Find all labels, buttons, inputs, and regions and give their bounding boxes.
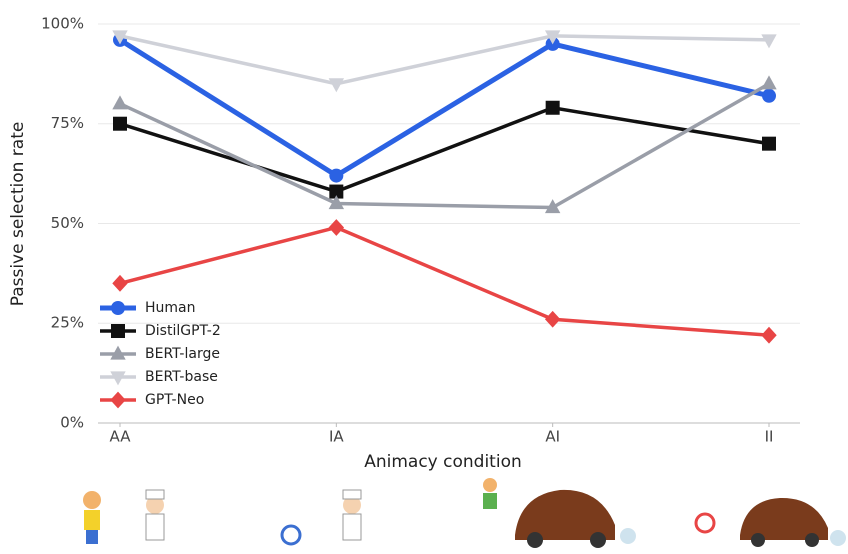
illustrations [83, 478, 846, 548]
legend-label: GPT-Neo [145, 392, 204, 408]
x-tick-label: IA [329, 428, 344, 446]
legend-label: BERT-large [145, 346, 220, 362]
legend-marker [111, 301, 125, 315]
y-axis-title: Passive selection rate [8, 122, 28, 307]
illustration-ai [483, 478, 636, 548]
legend-label: DistilGPT-2 [145, 323, 221, 339]
x-tick-label: II [765, 428, 774, 446]
data-point [112, 95, 127, 109]
legend-marker [110, 392, 125, 409]
data-point [762, 89, 776, 103]
legend-label: BERT-base [145, 369, 218, 385]
data-point [329, 169, 343, 183]
y-tick-label: 100% [41, 14, 84, 32]
y-tick-label: 25% [51, 314, 84, 332]
data-point [112, 275, 127, 292]
illustration-ii [696, 498, 846, 547]
legend-marker [111, 324, 125, 338]
y-tick-label: 0% [60, 414, 84, 432]
data-point [545, 311, 560, 328]
chart: Animacy condition Passive selection rate… [0, 0, 848, 554]
data-point [762, 137, 776, 151]
illustration-ia [282, 490, 361, 544]
x-tick-label: AA [110, 428, 132, 446]
data-point [546, 101, 560, 115]
y-tick-label: 50% [51, 214, 84, 232]
series-line [120, 36, 769, 84]
data-point [761, 75, 776, 89]
illustration-aa [83, 490, 164, 544]
data-point [113, 117, 127, 131]
data-point [329, 78, 344, 92]
x-tick-label: AI [545, 428, 560, 446]
data-point [329, 219, 344, 236]
y-tick-label: 75% [51, 114, 84, 132]
legend-label: Human [145, 300, 196, 316]
x-axis-title: Animacy condition [364, 452, 522, 472]
data-point [761, 327, 776, 344]
series-line [120, 227, 769, 335]
